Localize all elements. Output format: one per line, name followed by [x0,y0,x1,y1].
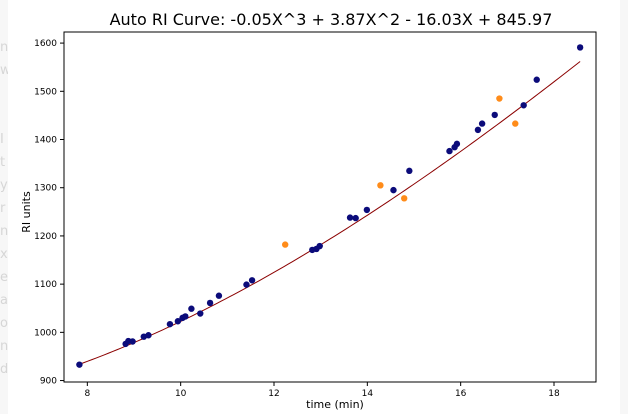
outlier-point [512,120,519,127]
x-axis-label: time (min) [306,398,364,411]
data-point [533,76,540,83]
x-tick-label: 16 [455,389,467,399]
background-fragment: a [0,293,8,308]
y-tick-label: 1100 [34,280,57,290]
chart-figure: Auto RI Curve: -0.05X^3 + 3.87X^2 - 16.0… [8,0,620,414]
data-point [491,111,498,119]
y-tick-label: 1600 [34,39,57,49]
fit-curve-line [79,61,581,365]
background-fragment: d [0,362,9,377]
outlier-point [282,241,289,248]
x-tick-label: 18 [548,389,560,399]
background-fragment: n [0,40,9,55]
data-point [76,361,83,368]
x-tick-label: 14 [362,389,374,399]
chart-svg: Auto RI Curve: -0.05X^3 + 3.87X^2 - 16.0… [20,10,597,411]
background-fragment: r [0,201,6,216]
background-fragment: x [0,247,8,262]
y-tick-label: 1400 [34,136,57,146]
data-point [129,338,136,345]
x-tick-label: 12 [268,389,279,399]
y-axis-label: RI units [20,191,33,233]
outlier-point [496,95,503,102]
background-fragment: t [0,155,6,170]
data-point [174,318,182,325]
x-axis: 8 10 12 14 16 18 [84,382,560,399]
background-fragment: y [0,178,8,193]
fit-curve-layer [79,61,581,365]
data-point [145,332,152,339]
background-fragment: n [0,339,9,354]
data-point [215,292,223,299]
data-point [478,120,486,127]
outlier-point [377,182,384,189]
data-point [316,242,323,250]
data-point [352,214,359,222]
y-tick-label: 1500 [34,87,57,97]
chart-title: Auto RI Curve: -0.05X^3 + 3.87X^2 - 16.0… [110,10,553,29]
y-tick-label: 1200 [34,232,57,242]
background-fragment: o [0,316,8,331]
x-tick-label: 8 [84,389,90,399]
y-axis: 900 1000 1100 1200 1300 1400 1500 1600 [34,39,64,387]
data-point [248,277,256,284]
data-point [520,102,527,109]
data-point [166,320,174,328]
background-fragment: w [0,63,11,78]
plot-area [63,31,597,383]
outlier-point [401,195,408,202]
data-points-layer [76,44,584,368]
y-tick-label: 1000 [34,328,57,338]
data-point [406,167,413,175]
background-fragment: I [0,132,4,147]
data-point [197,310,204,317]
data-point [363,206,371,214]
data-point [446,147,453,155]
data-point [346,214,354,221]
data-point [188,305,195,312]
y-tick-label: 900 [40,377,57,387]
y-tick-label: 1300 [34,184,57,194]
background-fragment: e [0,270,8,285]
data-point [390,186,397,194]
data-point [182,313,189,320]
data-point [474,126,482,134]
data-point [243,281,250,288]
data-point [576,44,584,51]
background-fragment: n [0,224,9,239]
x-tick-label: 10 [175,389,187,399]
data-point [453,140,461,148]
data-point [206,299,214,307]
